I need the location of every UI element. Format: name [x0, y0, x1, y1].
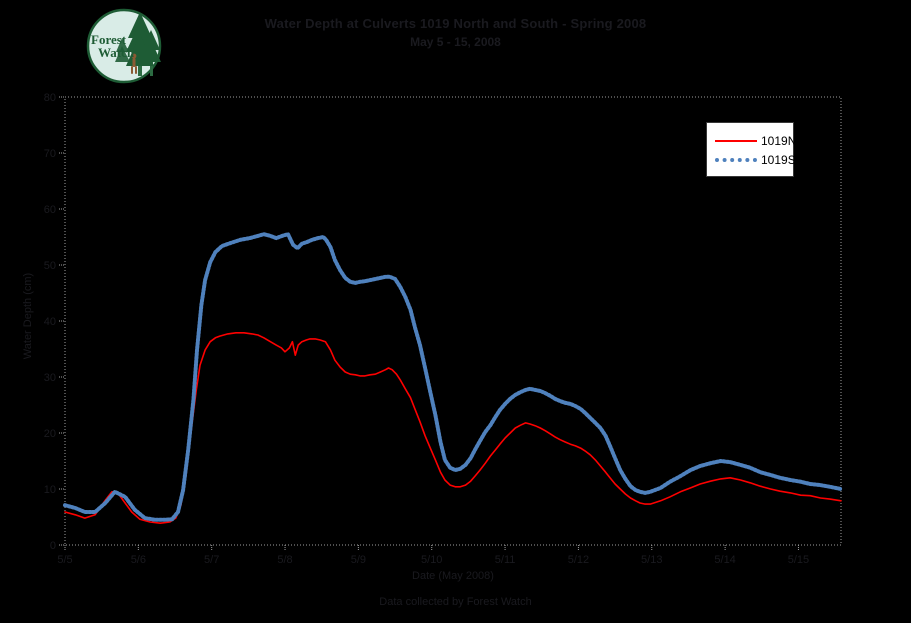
climber-figure	[131, 53, 137, 74]
chart-title-block: Water Depth at Culverts 1019 North and S…	[0, 16, 911, 49]
y-tick-label: 70	[44, 148, 56, 160]
plot-frame	[64, 96, 842, 546]
x-tick-label: 5/15	[788, 554, 809, 566]
x-tick-label: 5/12	[568, 554, 589, 566]
blue-dotted-swatch-icon	[715, 157, 757, 162]
y-tick-label: 80	[44, 92, 56, 104]
x-tick-label: 5/14	[714, 554, 735, 566]
y-tick-label: 0	[50, 540, 56, 552]
y-axis-title: Water Depth (cm)	[22, 272, 34, 360]
legend-item-1019N: 1019N	[715, 132, 796, 149]
series-line-1019S	[63, 232, 843, 522]
x-axis-title: Date (May 2008)	[412, 570, 494, 582]
x-tick-label: 5/9	[351, 554, 366, 566]
chart-legend: 1019N 1019S	[706, 122, 796, 177]
forest-watch-logo: Forest Watch	[86, 8, 162, 84]
x-tick-label: 5/8	[277, 554, 292, 566]
y-tick-label: 20	[44, 428, 56, 440]
y-tick-label: 30	[44, 372, 56, 384]
x-tick-label: 5/5	[57, 554, 72, 566]
footer-caption: Data collected by Forest Watch	[379, 596, 532, 608]
legend-item-1019S: 1019S	[715, 151, 796, 168]
logo-text-line1: Forest	[91, 32, 127, 47]
legend-label: 1019S	[761, 152, 796, 167]
y-tick-label: 60	[44, 204, 56, 216]
x-tick-label: 5/10	[421, 554, 442, 566]
chart-subtitle: May 5 - 15, 2008	[410, 35, 501, 49]
chart-title: Water Depth at Culverts 1019 North and S…	[264, 16, 647, 31]
legend-label: 1019N	[761, 133, 797, 148]
y-tick-label: 50	[44, 260, 56, 272]
y-tick-label: 10	[44, 484, 56, 496]
logo-text-line2: Watch	[98, 45, 135, 60]
x-tick-label: 5/7	[204, 554, 219, 566]
red-line-swatch-icon	[715, 139, 757, 142]
y-tick-label: 40	[44, 316, 56, 328]
x-tick-label: 5/13	[641, 554, 662, 566]
x-tick-label: 5/6	[131, 554, 146, 566]
series-line-1019N	[64, 331, 842, 525]
x-tick-label: 5/11	[495, 554, 516, 566]
